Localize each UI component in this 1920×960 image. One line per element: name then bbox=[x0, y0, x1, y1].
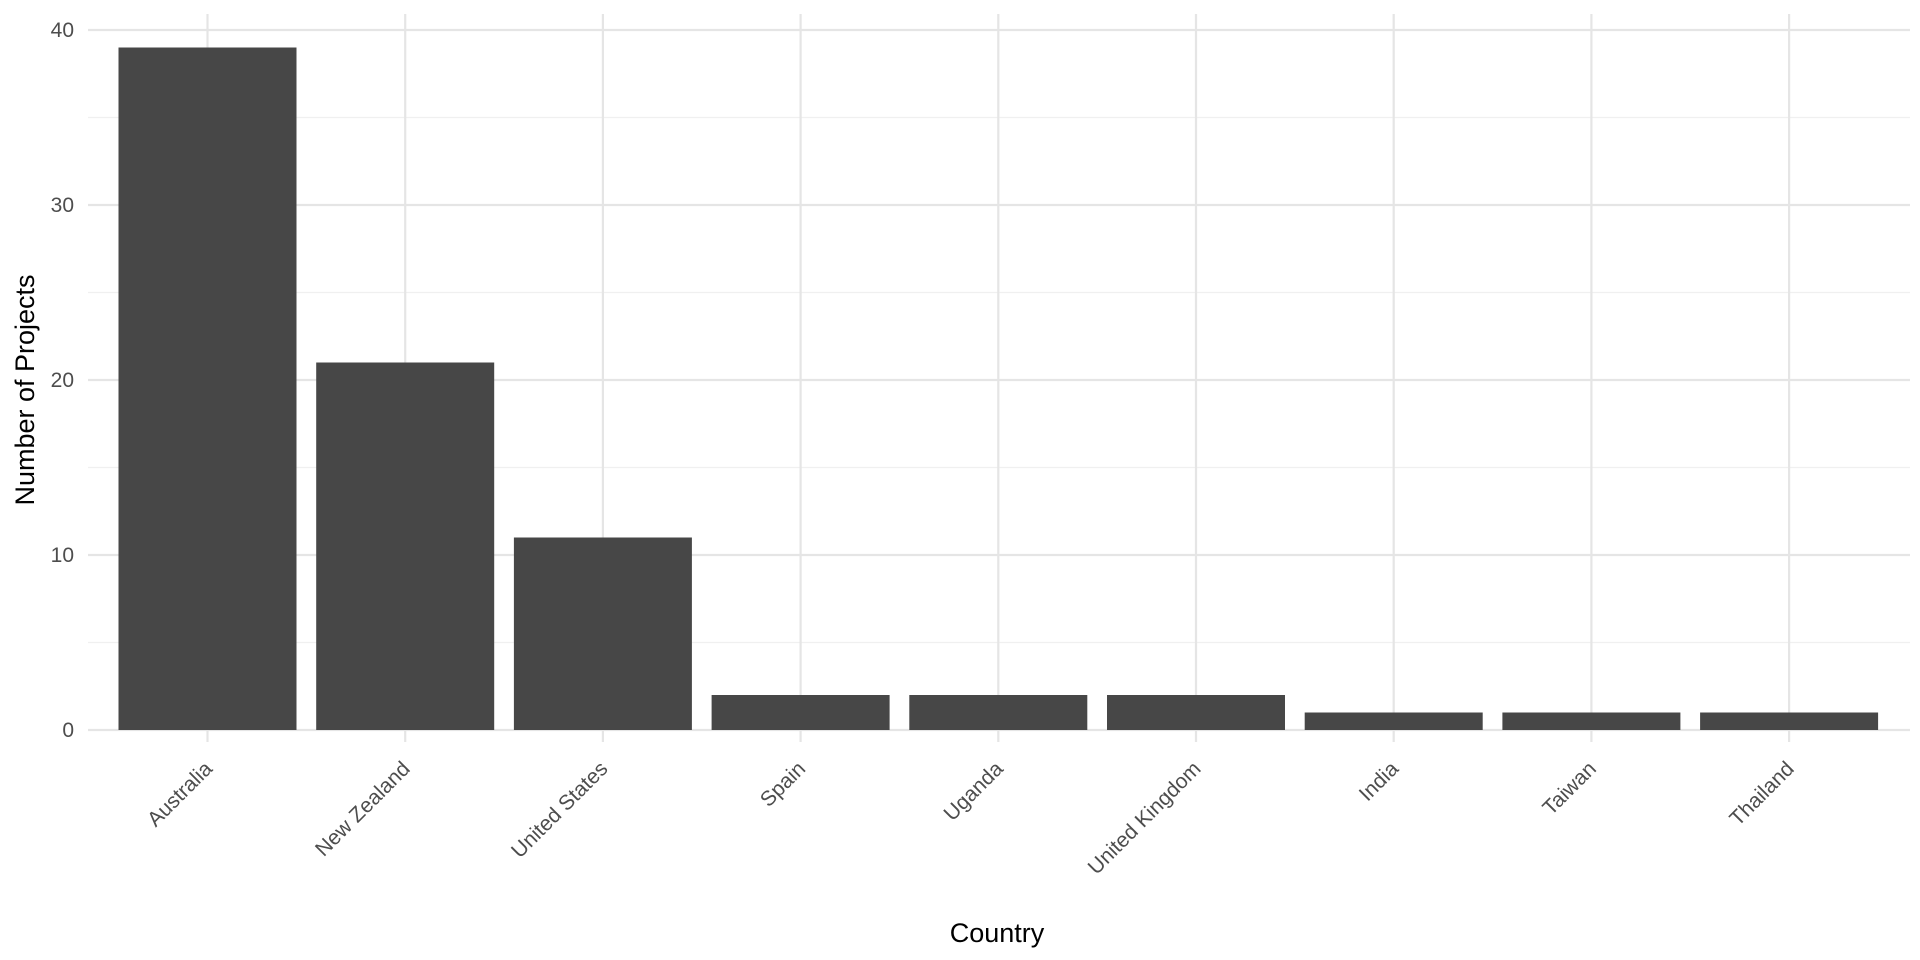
bars-layer bbox=[118, 47, 1879, 730]
y-tick-label: 0 bbox=[62, 719, 74, 742]
bar-taiwan bbox=[1502, 712, 1681, 730]
y-tick-label: 40 bbox=[51, 19, 74, 42]
x-axis-ticks: Australia New Zealand United States Spain Ug… bbox=[143, 757, 1799, 879]
y-tick-label: 20 bbox=[51, 369, 74, 392]
x-tick-label: Taiwan bbox=[1538, 757, 1600, 819]
x-axis-title: Country bbox=[950, 918, 1045, 948]
y-axis-ticks: 0 10 20 30 40 bbox=[51, 19, 74, 742]
x-tick-label: New Zealand bbox=[311, 757, 415, 861]
bar-new-zealand bbox=[316, 362, 495, 730]
y-tick-label: 10 bbox=[51, 544, 74, 567]
y-axis-title: Number of Projects bbox=[10, 274, 40, 505]
bar-united-kingdom bbox=[1107, 695, 1285, 730]
x-tick-label: Spain bbox=[756, 757, 810, 811]
x-tick-label: Uganda bbox=[940, 757, 1009, 826]
x-tick-label: United States bbox=[507, 757, 612, 862]
bar-australia bbox=[118, 47, 297, 730]
bar-united-states bbox=[513, 537, 692, 730]
x-tick-label: Australia bbox=[143, 757, 217, 831]
bar-uganda bbox=[909, 695, 1088, 730]
y-tick-label: 30 bbox=[51, 194, 74, 217]
x-tick-label: Thailand bbox=[1725, 757, 1798, 830]
bar-india bbox=[1304, 712, 1483, 730]
bar-spain bbox=[711, 695, 890, 730]
bar-thailand bbox=[1700, 712, 1879, 730]
x-tick-label: India bbox=[1355, 757, 1404, 806]
x-tick-label: United Kingdom bbox=[1084, 757, 1206, 879]
